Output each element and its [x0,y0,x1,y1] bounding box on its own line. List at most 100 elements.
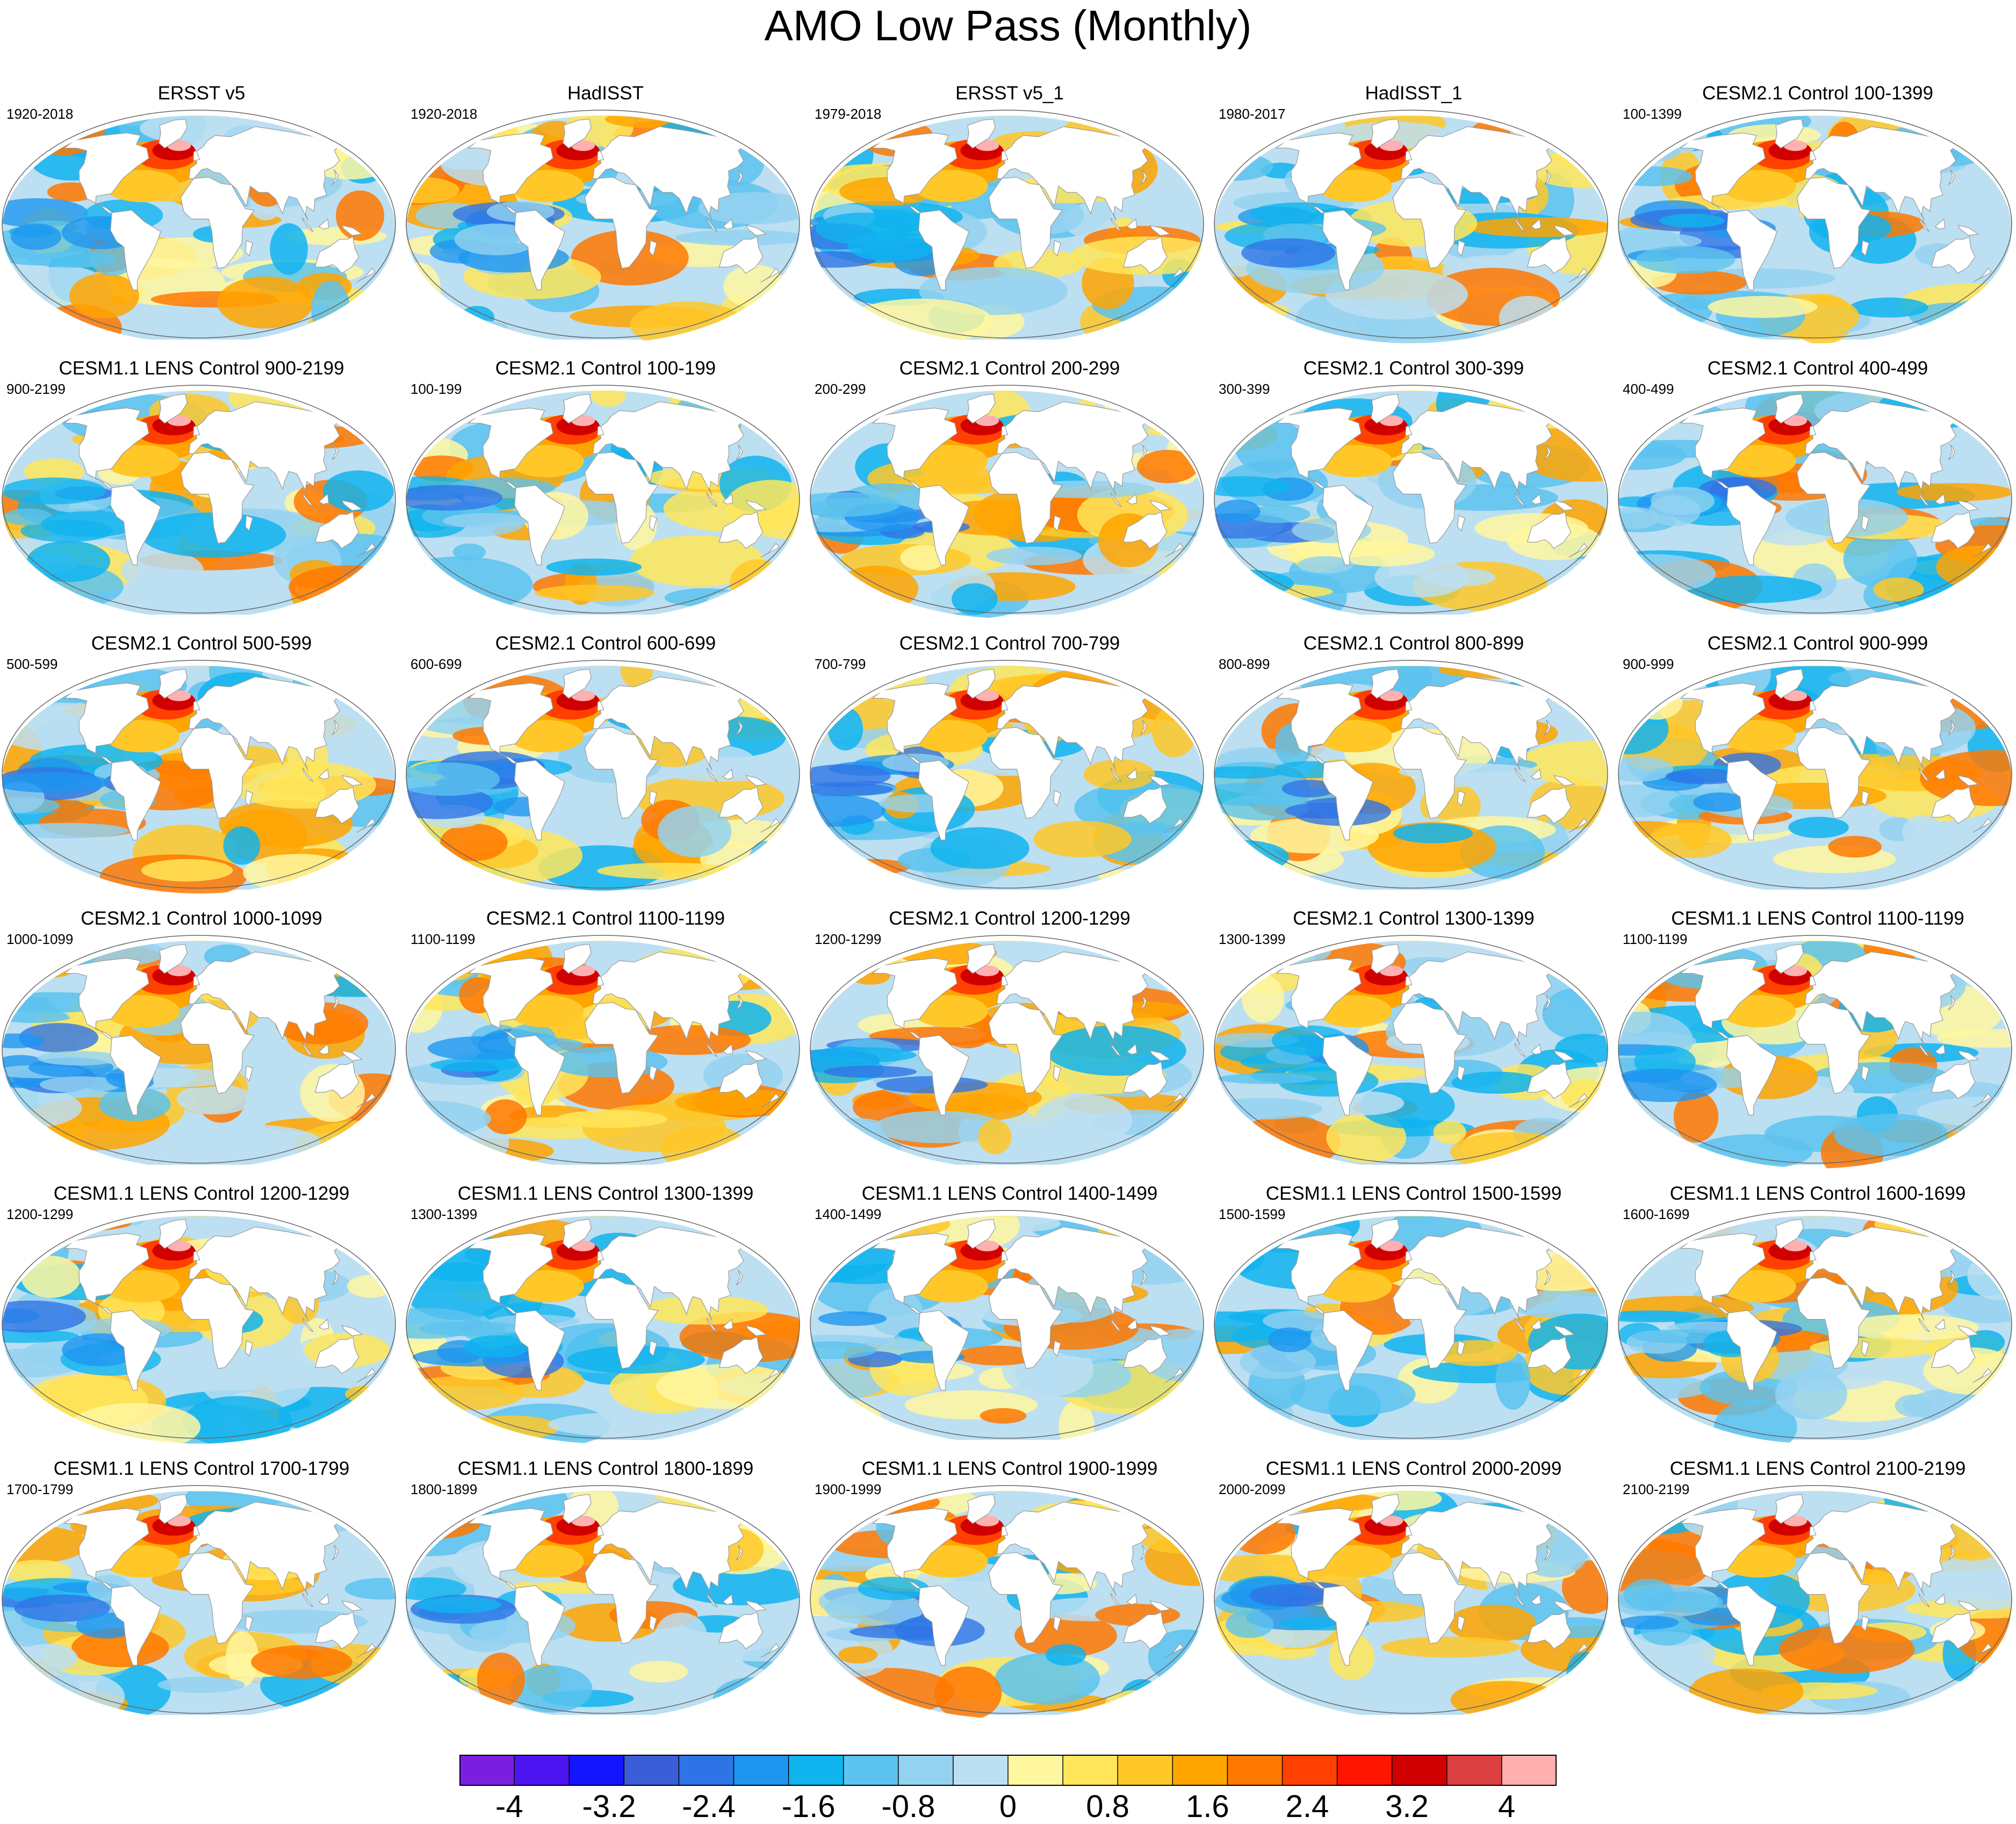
land-mass [302,1317,314,1332]
anomaly-patch [8,1676,61,1719]
map-panel: ERSST v5_1 1979-2018 [808,82,1211,357]
land-mass [722,1594,733,1605]
anomaly-patch [1618,1415,1675,1433]
land-mass [649,240,657,257]
land-mass [193,975,200,986]
anomaly-patch [477,1652,525,1707]
land-mass [63,407,149,489]
land-mass [1775,943,1804,974]
land-mass [592,401,745,496]
colorbar-frame [459,1755,1557,1786]
anomaly-patch [1555,1034,1608,1064]
anomaly-patch [1618,784,1683,818]
land-mass [597,700,604,711]
anomaly-patch [1686,575,1822,603]
land-mass [1809,975,1817,986]
land-mass [592,676,745,771]
anomaly-patch [6,1216,82,1244]
map-panel-title: CESM1.1 LENS Control 2000-2099 [1265,1458,1562,1479]
anomaly-patch [1509,1289,1608,1319]
land-mass [1726,1310,1777,1391]
anomaly-patch [69,273,139,319]
land-mass [1934,218,1946,230]
land-mass [314,1336,359,1374]
map-outline [810,1485,1204,1714]
land-mass [1726,760,1777,841]
anomaly-patch [1693,792,1747,812]
land-mass [1931,1611,1976,1649]
land-mass [649,1065,657,1082]
land-mass [1322,485,1373,566]
anomaly-map [1214,1210,1608,1444]
land-mass [718,1061,764,1099]
anomaly-patch [1214,766,1282,779]
anomaly-patch [1495,1352,1531,1410]
land-mass [1796,1552,1871,1645]
colorbar-tick-label: 0.8 [1086,1789,1129,1824]
colorbar-bin [1118,1755,1173,1786]
land-mass [332,719,339,736]
land-mass [988,177,1063,269]
land-mass [1126,1043,1137,1055]
map-outline [2,1485,396,1714]
land-mass [1568,1643,1588,1658]
land-mass [1861,1615,1869,1632]
map-panel-period: 2100-2199 [1623,1481,1690,1497]
anomaly-patch [1083,759,1155,790]
anomaly-patch [1105,1690,1162,1717]
land-mass [1796,727,1871,819]
land-mass [592,1226,745,1321]
land-mass [314,786,359,824]
colorbar-bin [953,1755,1009,1786]
land-mass [918,760,969,841]
map-outline [1618,935,2012,1164]
land-mass [245,790,253,807]
map-panel-title: CESM1.1 LENS Control 1700-1799 [53,1458,350,1479]
land-mass [760,1643,780,1658]
anomaly-patch [17,1216,146,1230]
land-mass [332,169,339,185]
land-mass [1405,425,1413,436]
anomaly-patch [41,511,139,537]
land-mass [996,1501,1149,1596]
map-panel: CESM2.1 Control 400-499 400-499 [1616,357,2016,632]
land-mass [341,500,363,511]
anomaly-patch [824,1065,917,1078]
anomaly-map [1214,1485,1608,1719]
anomaly-patch [876,1076,988,1094]
anomaly-patch [810,1522,843,1539]
map-panel-title: CESM2.1 Control 900-999 [1707,633,1928,654]
land-mass [1164,1093,1184,1108]
map-panel: CESM1.1 LENS Control 900-2199 900-2199 [0,357,403,632]
land-mass [1457,1615,1465,1632]
colorbar-bin [1063,1755,1118,1786]
land-mass [1053,790,1061,807]
land-mass [1972,1368,1992,1383]
land-mass [1804,1226,1957,1321]
colorbar-tick-label: 3.2 [1385,1789,1429,1824]
land-mass [1405,1525,1413,1537]
map-panel-period: 1700-1799 [6,1481,74,1497]
anomaly-map [1214,660,1608,890]
land-mass [1530,218,1542,230]
anomaly-patch [1393,823,1473,843]
anomaly-patch [462,1415,560,1440]
map-outline [2,385,396,614]
anomaly-patch [555,1110,667,1128]
land-mass [1110,217,1122,232]
land-mass [332,994,339,1011]
land-mass [988,727,1063,819]
map-panel-period: 300-399 [1219,381,1270,397]
map-panel-title: CESM1.1 LENS Control 1300-1399 [457,1183,754,1204]
map-panel-title: CESM2.1 Control 100-1399 [1702,83,1933,104]
land-mass [1804,401,1957,496]
land-mass [592,1501,745,1596]
anomaly-patch [1618,1310,1701,1323]
land-mass [563,1219,592,1249]
colorbar-bin [514,1755,570,1786]
land-mass [1164,818,1184,833]
anomaly-patch [1896,483,2012,501]
anomaly-map [810,385,1204,618]
anomaly-map [406,1210,800,1444]
anomaly-patch [874,1111,1003,1143]
